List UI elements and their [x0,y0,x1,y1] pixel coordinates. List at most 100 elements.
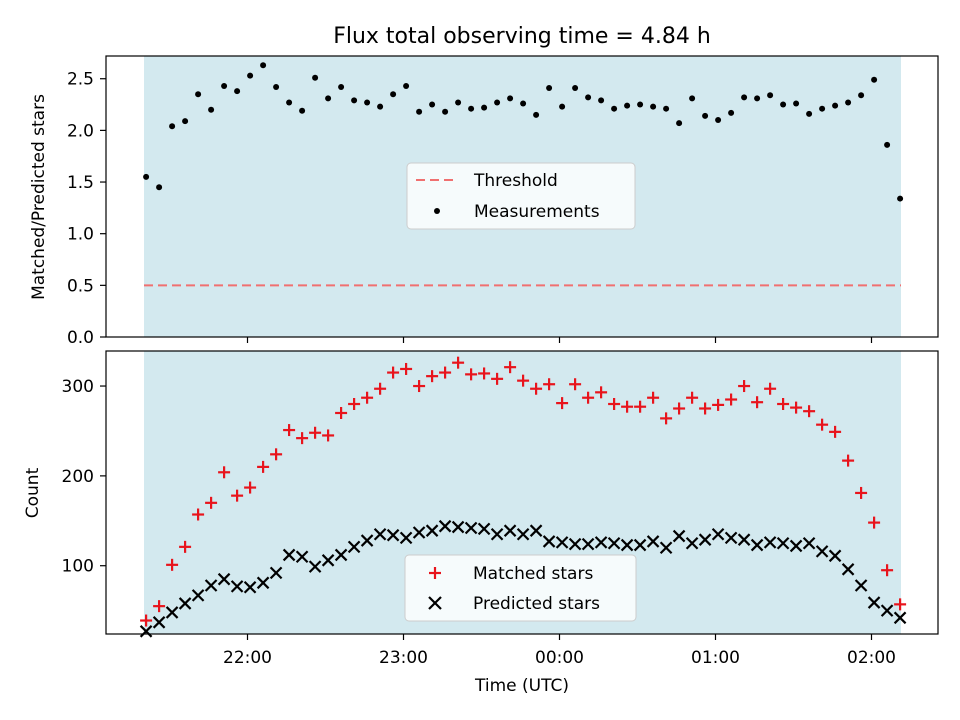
predicted-star-point [295,550,309,564]
predicted-star-point [854,579,868,592]
predicted-star-point [659,541,673,555]
measurement-point [884,141,891,148]
predicted-star-point [776,536,790,550]
measurement-point [650,103,657,110]
x-tick-label: 02:00 [847,648,896,668]
predicted-star-point [828,549,842,563]
matched-star-point [725,393,738,406]
measurement-point [208,106,215,113]
predicted-star-point [165,606,179,619]
matched-star-point [426,370,439,383]
matched-star-point [374,382,387,395]
predicted-star-point [152,616,166,629]
measurement-point [442,108,449,115]
measurement-point [156,184,163,191]
measurement-point [637,101,644,108]
measurement-point [598,97,605,104]
plot-frame [105,55,939,338]
predicted-star-point [815,545,829,558]
measurement-point [234,88,241,95]
measurement-point [546,85,553,92]
matched-star-point [166,558,179,571]
matched-star-point [140,614,153,627]
matched-star-point [348,398,361,411]
predicted-star-point [646,535,660,548]
matched-star-point [686,391,699,404]
matched-star-point [452,356,465,369]
predicted-star-point [503,524,517,537]
measurement-point [468,105,475,112]
measurement-point [390,91,397,98]
predicted-star-point [789,539,803,553]
predicted-star-point [334,548,348,562]
y-tick-label: 0.5 [67,276,94,296]
predicted-star-point [243,581,257,594]
matched-stars-points [140,356,907,627]
predicted-star-point [477,522,491,536]
legend-threshold-label: Threshold [473,171,558,191]
predicted-star-point [191,589,205,602]
legend-measurements-label: Measurements [474,202,600,222]
matched-star-point [270,448,283,461]
predicted-star-point [321,554,335,567]
measurement-point [403,82,410,89]
predicted-star-point [763,536,777,549]
y-tick-label: 300 [62,377,94,397]
matched-star-point [855,486,868,499]
measurement-point [299,107,306,114]
matched-star-point [400,362,413,375]
x-tick-label: 22:00 [223,648,272,668]
measurement-point [702,112,709,119]
predicted-star-point [438,519,452,533]
measurement-point [780,101,787,108]
predicted-star-point [516,527,530,541]
matched-star-point [517,374,530,387]
matched-star-point [413,380,426,393]
matched-star-point [205,496,218,509]
y-tick-label: 1.0 [67,225,94,245]
predicted-star-point [529,524,543,537]
measurement-point [520,100,527,107]
matched-star-point [465,368,478,381]
measurement-point [715,117,722,124]
matched-star-point [153,600,166,613]
measurement-point [689,95,696,102]
matched-star-point [764,382,777,395]
predicted-star-point [672,529,686,543]
matched-star-point [439,366,452,379]
measurement-point [832,102,839,109]
predicted-star-point [893,611,907,625]
measurement-point [741,94,748,101]
predicted-star-point [711,527,725,541]
measurement-point [273,83,280,90]
matched-star-point [296,432,309,445]
matched-star-point [387,366,400,379]
measurement-point [312,74,319,81]
matched-star-point [504,361,517,374]
measurement-point [260,62,267,69]
legend-predicted-swatch [428,596,442,610]
predicted-star-point [373,527,387,541]
predicted-star-point [412,526,426,539]
measurement-point [624,102,631,109]
y-tick-label: 0.0 [67,328,94,348]
measurement-point [819,105,826,112]
matched-star-point [790,401,803,414]
predicted-star-point [581,537,595,551]
measurement-point [377,103,384,110]
legend-measurements-swatch [434,208,440,214]
predicted-star-point [425,524,439,537]
measurement-point [416,108,423,115]
matched-star-point [660,412,673,425]
predicted-star-point [217,572,231,586]
matched-star-point [309,426,322,439]
legend-box [406,162,636,230]
measurement-point [455,99,462,106]
predicted-star-point [802,536,816,550]
ratio-panel: Flux total observing time = 4.84 h 0.00.… [29,24,939,348]
measurement-point [793,100,800,107]
measurement-point [325,95,332,102]
predicted-star-point [360,534,374,547]
legend-matched-swatch [429,567,441,579]
legend-matched-label: Matched stars [473,564,593,584]
